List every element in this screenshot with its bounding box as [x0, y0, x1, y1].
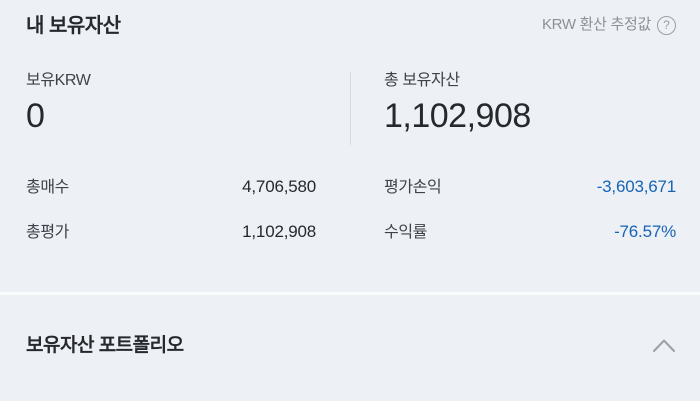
my-assets-card: 내 보유자산 KRW 환산 추정값 ? 보유KRW 0 총 보유자산 1,102… [0, 0, 700, 244]
total-valuation-value: 1,102,908 [242, 222, 316, 241]
total-valuation-label: 총평가 [26, 224, 69, 241]
valuation-pl-value: -3,603,671 [596, 177, 676, 196]
summary-row: 보유KRW 0 총 보유자산 1,102,908 [0, 70, 700, 137]
total-assets-label: 총 보유자산 [384, 72, 460, 89]
total-buy-label: 총매수 [26, 179, 69, 196]
portfolio-header[interactable]: 보유자산 포트폴리오 [0, 295, 700, 358]
yield-rate-row: 수익률 -76.57% [384, 221, 676, 244]
valuation-pl-label: 평가손익 [384, 179, 442, 196]
yield-rate-value: -76.57% [614, 222, 676, 241]
vertical-divider [350, 72, 351, 145]
total-buy-row: 총매수 4,706,580 [26, 176, 316, 199]
held-krw-label: 보유KRW [26, 72, 91, 89]
total-assets-block: 총 보유자산 1,102,908 [350, 70, 700, 137]
total-buy-value: 4,706,580 [242, 177, 316, 196]
section-divider [0, 292, 700, 295]
page-title: 내 보유자산 [26, 15, 121, 37]
valuation-pl-row: 평가손익 -3,603,671 [384, 176, 676, 199]
circle-question-icon[interactable]: ? [657, 15, 676, 35]
held-krw-block: 보유KRW 0 [0, 70, 350, 137]
total-assets-value: 1,102,908 [384, 97, 531, 135]
details-left-column: 총매수 4,706,580 총평가 1,102,908 [0, 176, 350, 244]
details-right-column: 평가손익 -3,603,671 수익률 -76.57% [350, 176, 700, 244]
held-krw-value: 0 [26, 97, 45, 135]
total-valuation-row: 총평가 1,102,908 [26, 221, 316, 244]
yield-rate-label: 수익률 [384, 224, 427, 241]
krw-estimate-note: KRW 환산 추정값 ? [542, 15, 676, 35]
chevron-up-icon[interactable] [652, 338, 676, 353]
portfolio-title: 보유자산 포트폴리오 [26, 335, 184, 356]
krw-estimate-label: KRW 환산 추정값 [541, 16, 651, 33]
portfolio-section: 보유자산 포트폴리오 [0, 295, 700, 401]
card-header: 내 보유자산 KRW 환산 추정값 ? [0, 0, 700, 39]
details-grid: 총매수 4,706,580 총평가 1,102,908 평가손익 -3,603,… [0, 176, 700, 244]
